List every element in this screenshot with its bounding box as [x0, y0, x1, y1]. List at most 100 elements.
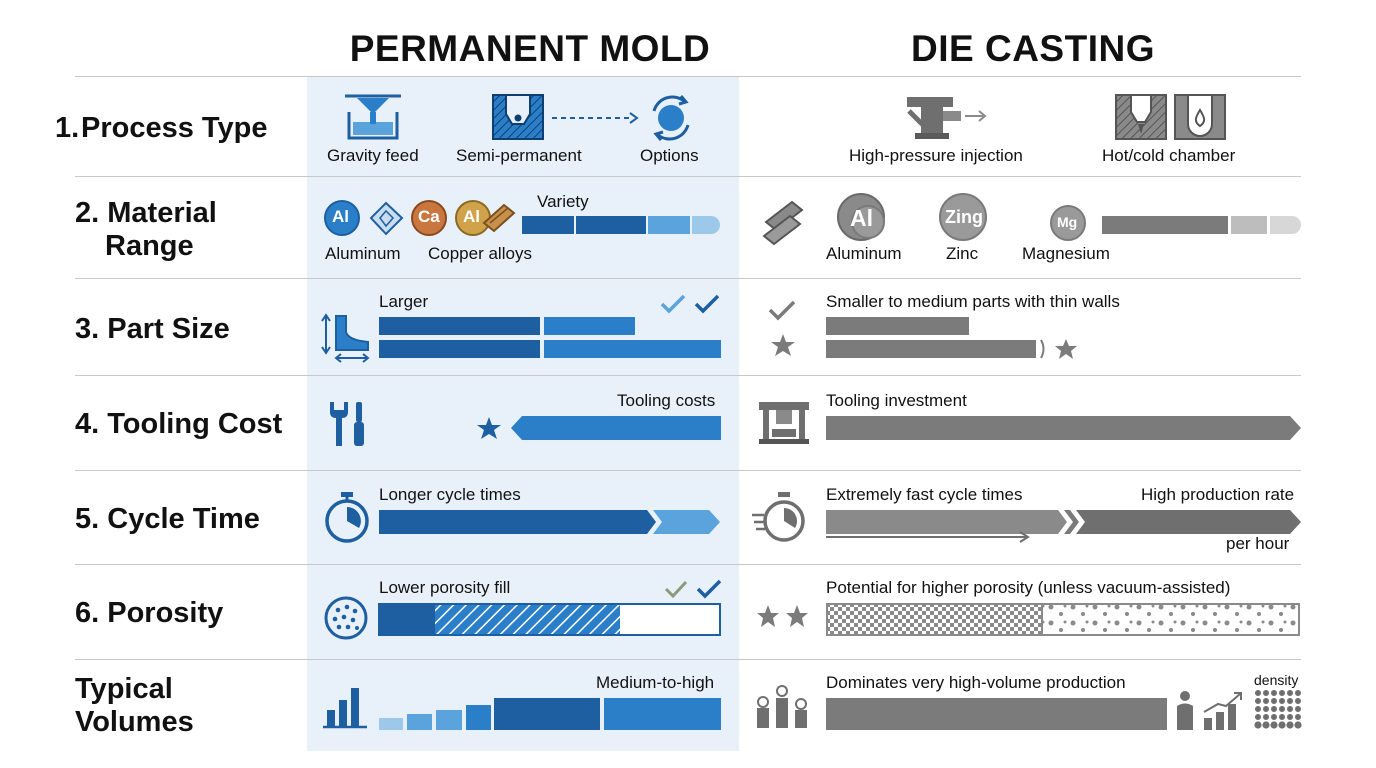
divider [75, 278, 1301, 279]
density-dot [1262, 721, 1270, 729]
divider [75, 76, 1301, 77]
check-star-icon [768, 300, 796, 356]
tooling-costs-label: Tooling costs [617, 391, 716, 410]
permanent-mold-column-band [307, 77, 739, 751]
badge-aluminum-dc: Al [850, 205, 873, 231]
density-dot [1295, 698, 1301, 704]
column-title-die-casting: DIE CASTING [911, 28, 1155, 69]
double-check-icon-2 [664, 579, 722, 599]
dc-variety-bar-seg [1102, 216, 1228, 234]
volume-bar-seg [407, 714, 432, 730]
aluminum-dc-label: Aluminum [826, 244, 902, 263]
density-dot [1279, 714, 1285, 720]
row-label-tooling-cost: 4. Tooling Cost [75, 408, 283, 440]
dc-size-bar [826, 340, 1036, 358]
density-dot [1287, 706, 1293, 712]
smaller-medium-label: Smaller to medium parts with thin walls [826, 292, 1120, 311]
wrench-screwdriver-icon [330, 402, 364, 446]
divider [75, 659, 1301, 660]
volume-bar-seg [436, 710, 462, 730]
ingot-icon [762, 200, 804, 246]
density-dot [1295, 706, 1301, 712]
fast-stopwatch-icon [752, 492, 805, 542]
density-dot [1279, 690, 1285, 696]
double-check-icon [660, 294, 720, 314]
badge-aluminum: Al [332, 207, 349, 226]
gravity-feed-label: Gravity feed [327, 146, 419, 165]
density-label: density [1254, 672, 1299, 688]
porosity-icon [324, 596, 368, 640]
gravity-feed-icon [345, 94, 401, 140]
hot-cold-chamber-icon [1115, 94, 1226, 140]
divider [75, 176, 1301, 177]
size-bar-seg [379, 340, 540, 358]
semi-permanent-label: Semi-permanent [456, 146, 582, 165]
volume-bar-seg [466, 705, 491, 730]
variety-bar-seg [648, 216, 690, 234]
semi-permanent-mold-icon [492, 94, 544, 140]
part-size-icon [321, 313, 370, 363]
copper-alloys-label: Copper alloys [428, 244, 532, 263]
variety-label: Variety [537, 192, 589, 211]
row-label-porosity: 6. Porosity [75, 597, 224, 629]
stopwatch-icon [325, 492, 369, 543]
porosity-fill-bar [378, 603, 721, 636]
row-label-cycle-time: 5. Cycle Time [75, 503, 260, 535]
size-bar-seg [544, 340, 721, 358]
density-dot [1271, 706, 1277, 712]
badge-aluminum-alloy: Al [463, 207, 480, 226]
high-pressure-injection-icon [907, 97, 987, 139]
volume-bar-seg [494, 698, 600, 730]
magnesium-badge-circle [1050, 205, 1086, 241]
size-bar-seg [379, 317, 540, 335]
bar-chart-icon [323, 688, 367, 729]
density-dot [1295, 714, 1301, 720]
dominates-label: Dominates very high-volume production [826, 673, 1126, 692]
density-dot [1287, 690, 1293, 696]
hot-cold-chamber-label: Hot/cold chamber [1102, 146, 1236, 165]
density-dot [1287, 698, 1293, 704]
variety-bar-seg [576, 216, 646, 234]
size-bar-seg [544, 317, 635, 335]
dc-variety-bar-seg [1231, 216, 1267, 234]
medium-to-high-label: Medium-to-high [596, 673, 715, 692]
row-label-typical-volumes: Typical Volumes [75, 673, 194, 738]
high-pressure-injection-label: High-pressure injection [849, 146, 1023, 165]
zinc-label: Zinc [946, 244, 979, 263]
larger-label: Larger [379, 292, 429, 311]
dc-volume-bar [826, 698, 1167, 730]
density-dot [1255, 698, 1261, 704]
aluminum-label: Aluminum [325, 244, 401, 263]
material-badges-icon [324, 200, 516, 236]
divider [75, 470, 1301, 471]
dc-size-bar [826, 317, 969, 335]
dc-variety-bar-seg [1270, 216, 1301, 234]
press-machine-icon [759, 402, 809, 444]
volume-bar-seg [604, 698, 721, 730]
density-dot [1286, 721, 1294, 729]
density-dot [1255, 690, 1261, 696]
column-title-permanent-mold: PERMANENT MOLD [349, 28, 711, 69]
cycle-time-bar [379, 510, 720, 534]
higher-porosity-label: Potential for higher porosity (unless va… [826, 578, 1231, 597]
density-dot [1255, 714, 1261, 720]
density-dot [1295, 690, 1301, 696]
coin-stacks-icon [757, 685, 807, 728]
rate-arrow-icon [826, 531, 1030, 543]
variety-bar-seg [692, 216, 720, 234]
lower-porosity-label: Lower porosity fill [379, 578, 511, 597]
density-dot [1294, 721, 1302, 729]
star-icon [477, 417, 501, 439]
dc-material-badges-icon [837, 193, 987, 241]
density-dot [1254, 721, 1262, 729]
density-dot [1287, 714, 1293, 720]
per-hour-label: per hour [1226, 534, 1290, 553]
badge-magnesium: Mg [1057, 214, 1078, 230]
options-label: Options [640, 146, 699, 165]
options-cycle-icon [652, 95, 690, 141]
fast-cycle-bar [826, 510, 1301, 534]
density-dot [1270, 721, 1278, 729]
density-dot [1263, 698, 1269, 704]
arrow-icon [552, 112, 639, 124]
tooling-investment-label: Tooling investment [826, 391, 967, 410]
